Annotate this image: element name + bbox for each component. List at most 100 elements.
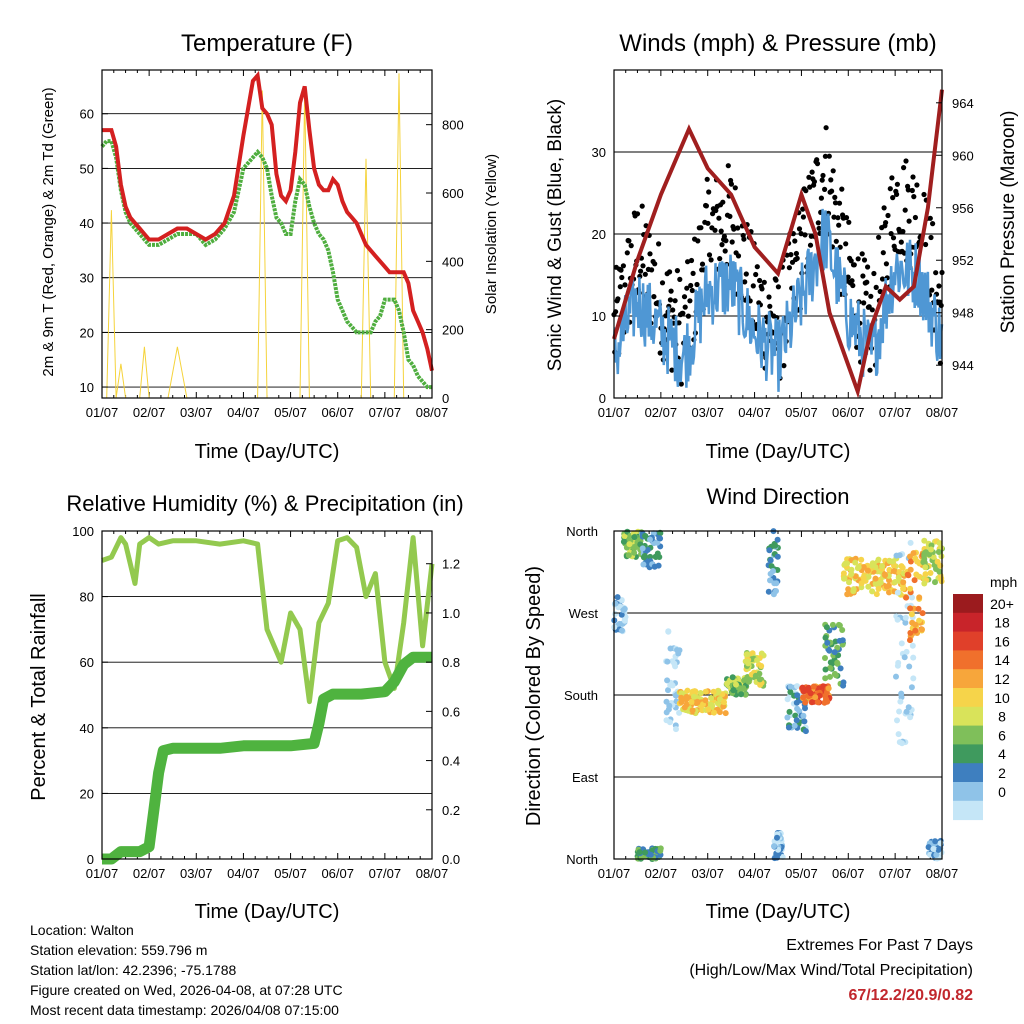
speed-legend-title: mph xyxy=(990,574,1017,590)
gust-point xyxy=(846,219,852,225)
y-tick-label: 20 xyxy=(80,325,94,340)
direction-point xyxy=(908,611,915,618)
legend-label: 12 xyxy=(994,671,1010,687)
direction-point xyxy=(872,575,879,582)
direction-point xyxy=(676,709,683,716)
legend-swatch xyxy=(953,782,983,802)
x-tick-label: 06/07 xyxy=(321,866,354,881)
gust-point xyxy=(880,250,886,256)
direction-point xyxy=(921,580,928,587)
station-location: Location: Walton xyxy=(30,922,134,938)
direction-point xyxy=(938,575,945,582)
gust-point xyxy=(927,215,933,221)
direction-point xyxy=(822,666,829,673)
gust-point xyxy=(754,264,760,270)
y-tick-label: 50 xyxy=(80,161,94,176)
direction-point xyxy=(896,708,903,715)
extremes-subtitle: (High/Low/Max Wind/Total Precipitation) xyxy=(689,962,973,979)
gust-point xyxy=(822,153,829,159)
precipitation-line xyxy=(102,651,432,865)
gust-point xyxy=(678,381,684,387)
direction-point xyxy=(913,571,920,578)
direction-point xyxy=(800,712,807,719)
gust-point xyxy=(640,263,646,269)
direction-point xyxy=(932,579,938,586)
y2-tick-label: 952 xyxy=(952,253,974,268)
direction-point xyxy=(621,533,628,540)
gust-point xyxy=(651,294,657,300)
direction-point xyxy=(903,594,910,601)
direction-point xyxy=(802,705,808,712)
gust-point xyxy=(708,257,714,263)
gust-point xyxy=(885,212,891,219)
gust-point xyxy=(618,267,624,273)
direction-point xyxy=(716,696,723,703)
x-tick-label: 06/07 xyxy=(832,405,865,420)
gust-point xyxy=(731,226,737,232)
direction-point xyxy=(831,670,838,677)
gust-point xyxy=(828,177,834,183)
direction-point xyxy=(805,687,812,694)
gust-point xyxy=(911,194,917,200)
legend-label: 20+ xyxy=(990,596,1014,612)
direction-point xyxy=(903,708,910,715)
gust-point xyxy=(750,283,756,289)
direction-points xyxy=(611,528,945,862)
direction-point xyxy=(825,685,832,692)
y2-tick-label: 0.0 xyxy=(442,852,460,867)
temperature-panel: Temperature (F) Time (Day/UTC) 2m & 9m T… xyxy=(40,30,500,463)
gust-point xyxy=(710,211,716,217)
direction-point xyxy=(641,552,648,559)
gust-point xyxy=(681,294,688,300)
direction-point xyxy=(647,851,654,858)
direction-point xyxy=(860,574,867,581)
humidity-title: Relative Humidity (%) & Precipitation (i… xyxy=(66,491,463,516)
temperature-title: Temperature (F) xyxy=(181,30,353,57)
direction-point xyxy=(877,579,884,586)
gust-point xyxy=(663,313,669,319)
direction-point xyxy=(767,557,774,564)
gust-point xyxy=(775,284,782,290)
direction-point xyxy=(691,693,697,700)
direction-point xyxy=(800,688,807,695)
direction-point xyxy=(899,740,905,747)
direction-point xyxy=(672,692,679,699)
direction-point xyxy=(925,844,932,851)
direction-point xyxy=(774,553,781,560)
direction-point xyxy=(665,687,671,694)
gust-point xyxy=(889,175,895,181)
y2-tick-label: 0.2 xyxy=(442,803,460,818)
y-tick-label: 20 xyxy=(592,227,606,242)
direction-point xyxy=(894,616,901,623)
legend-swatch xyxy=(953,631,983,651)
gust-point xyxy=(923,241,929,248)
direction-point xyxy=(858,580,865,587)
direction-point xyxy=(895,731,902,738)
x-tick-label: 01/07 xyxy=(86,405,119,420)
direction-point xyxy=(907,539,914,546)
x-tick-label: 01/07 xyxy=(598,405,631,420)
direction-point xyxy=(688,699,695,705)
y2-tick-label: 0.4 xyxy=(442,754,460,769)
gust-point xyxy=(615,296,621,302)
y-tick-label: 0 xyxy=(599,391,606,406)
x-tick-label: 08/07 xyxy=(926,866,959,881)
gust-point xyxy=(699,261,706,267)
direction-point xyxy=(768,563,775,570)
y2-tick-label: 944 xyxy=(952,358,974,373)
direction-point xyxy=(697,690,704,696)
direction-point xyxy=(618,597,625,603)
gust-point xyxy=(936,283,942,289)
direction-point xyxy=(894,589,901,596)
direction-point xyxy=(619,627,625,634)
direction-point xyxy=(831,649,838,656)
gust-point xyxy=(887,186,893,192)
x-tick-label: 08/07 xyxy=(926,405,959,420)
x-tick-label: 02/07 xyxy=(133,405,166,420)
gust-point xyxy=(802,232,808,238)
gust-point xyxy=(815,220,821,226)
x-tick-label: 02/07 xyxy=(645,866,678,881)
gust-point xyxy=(766,294,772,300)
gust-point xyxy=(830,168,836,174)
legend-label: 16 xyxy=(994,633,1010,649)
